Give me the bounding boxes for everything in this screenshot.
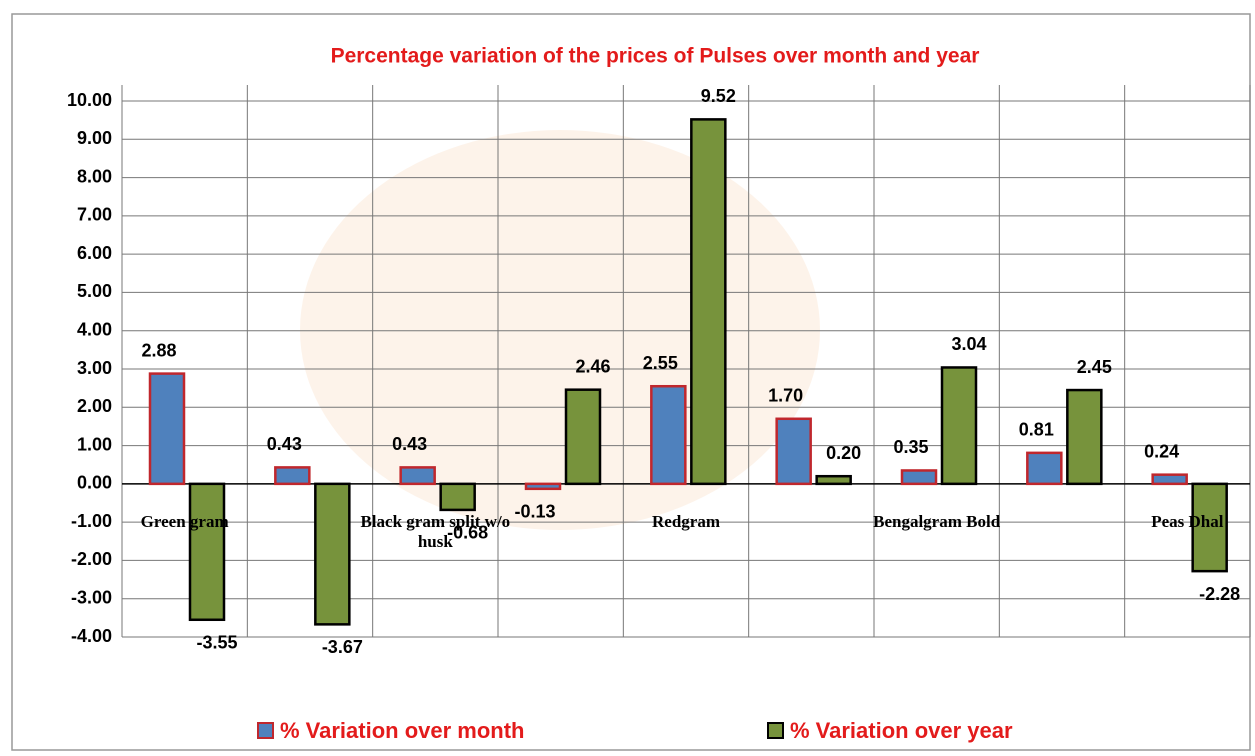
y-tick-label: 4.00 bbox=[77, 319, 112, 339]
data-label: 0.43 bbox=[267, 434, 302, 454]
data-label: 0.81 bbox=[1019, 420, 1054, 440]
y-tick-label: 6.00 bbox=[77, 243, 112, 263]
y-tick-label: 7.00 bbox=[77, 205, 112, 225]
data-label: -2.28 bbox=[1199, 584, 1240, 604]
y-tick-label: -1.00 bbox=[71, 511, 112, 531]
data-label: 0.35 bbox=[893, 437, 928, 457]
chart-title: Percentage variation of the prices of Pu… bbox=[331, 45, 980, 68]
y-tick-label: -3.00 bbox=[71, 587, 112, 607]
legend-label: % Variation over month bbox=[280, 718, 525, 743]
data-label: 2.88 bbox=[141, 340, 176, 360]
bar bbox=[650, 384, 687, 486]
bar bbox=[1026, 451, 1063, 486]
y-tick-label: -4.00 bbox=[71, 626, 112, 646]
legend-label: % Variation over year bbox=[790, 718, 1013, 743]
bar bbox=[314, 482, 351, 626]
data-label: 1.70 bbox=[768, 386, 803, 406]
y-tick-label: 3.00 bbox=[77, 358, 112, 378]
data-label: 9.52 bbox=[701, 86, 736, 106]
y-tick-label: 5.00 bbox=[77, 281, 112, 301]
y-tick-label: 1.00 bbox=[77, 434, 112, 454]
data-label: -0.68 bbox=[447, 523, 488, 543]
y-tick-label: 9.00 bbox=[77, 128, 112, 148]
legend-swatch bbox=[767, 722, 784, 739]
data-label: 0.24 bbox=[1144, 441, 1179, 461]
bar bbox=[1191, 482, 1228, 573]
data-label: 0.20 bbox=[826, 443, 861, 463]
bar bbox=[690, 118, 727, 486]
data-label: -0.13 bbox=[514, 502, 555, 522]
x-tick-label: Redgram bbox=[652, 511, 720, 531]
x-tick-label: Bengalgram Bold bbox=[873, 511, 1001, 531]
bar bbox=[815, 474, 852, 486]
y-tick-label: 0.00 bbox=[77, 473, 112, 493]
data-label: 2.55 bbox=[643, 353, 678, 373]
bar bbox=[775, 417, 812, 486]
bar bbox=[564, 388, 602, 486]
bar bbox=[900, 469, 938, 486]
bar bbox=[439, 482, 476, 512]
data-label: 2.46 bbox=[575, 356, 610, 376]
y-tick-label: 8.00 bbox=[77, 166, 112, 186]
y-tick-label: 2.00 bbox=[77, 396, 112, 416]
bar bbox=[274, 466, 311, 486]
bar bbox=[524, 482, 562, 491]
background-image bbox=[300, 130, 820, 530]
data-label: -3.67 bbox=[322, 637, 363, 657]
bar bbox=[940, 366, 978, 486]
y-tick-label: 10.00 bbox=[67, 90, 112, 110]
bar bbox=[1066, 388, 1103, 486]
data-label: 2.45 bbox=[1077, 357, 1112, 377]
bar bbox=[399, 466, 436, 486]
data-label: 0.43 bbox=[392, 434, 427, 454]
bar bbox=[188, 482, 226, 622]
bar bbox=[148, 372, 186, 486]
x-tick-label: Peas Dhal bbox=[1151, 511, 1224, 531]
legend-swatch bbox=[257, 722, 274, 739]
data-label: -3.55 bbox=[196, 633, 237, 653]
x-tick-label: Green gram bbox=[140, 511, 229, 531]
data-label: 3.04 bbox=[951, 334, 986, 354]
bar bbox=[1151, 473, 1188, 486]
x-tick-label: Black gram split w/o husk bbox=[360, 511, 511, 551]
y-tick-label: -2.00 bbox=[71, 549, 112, 569]
